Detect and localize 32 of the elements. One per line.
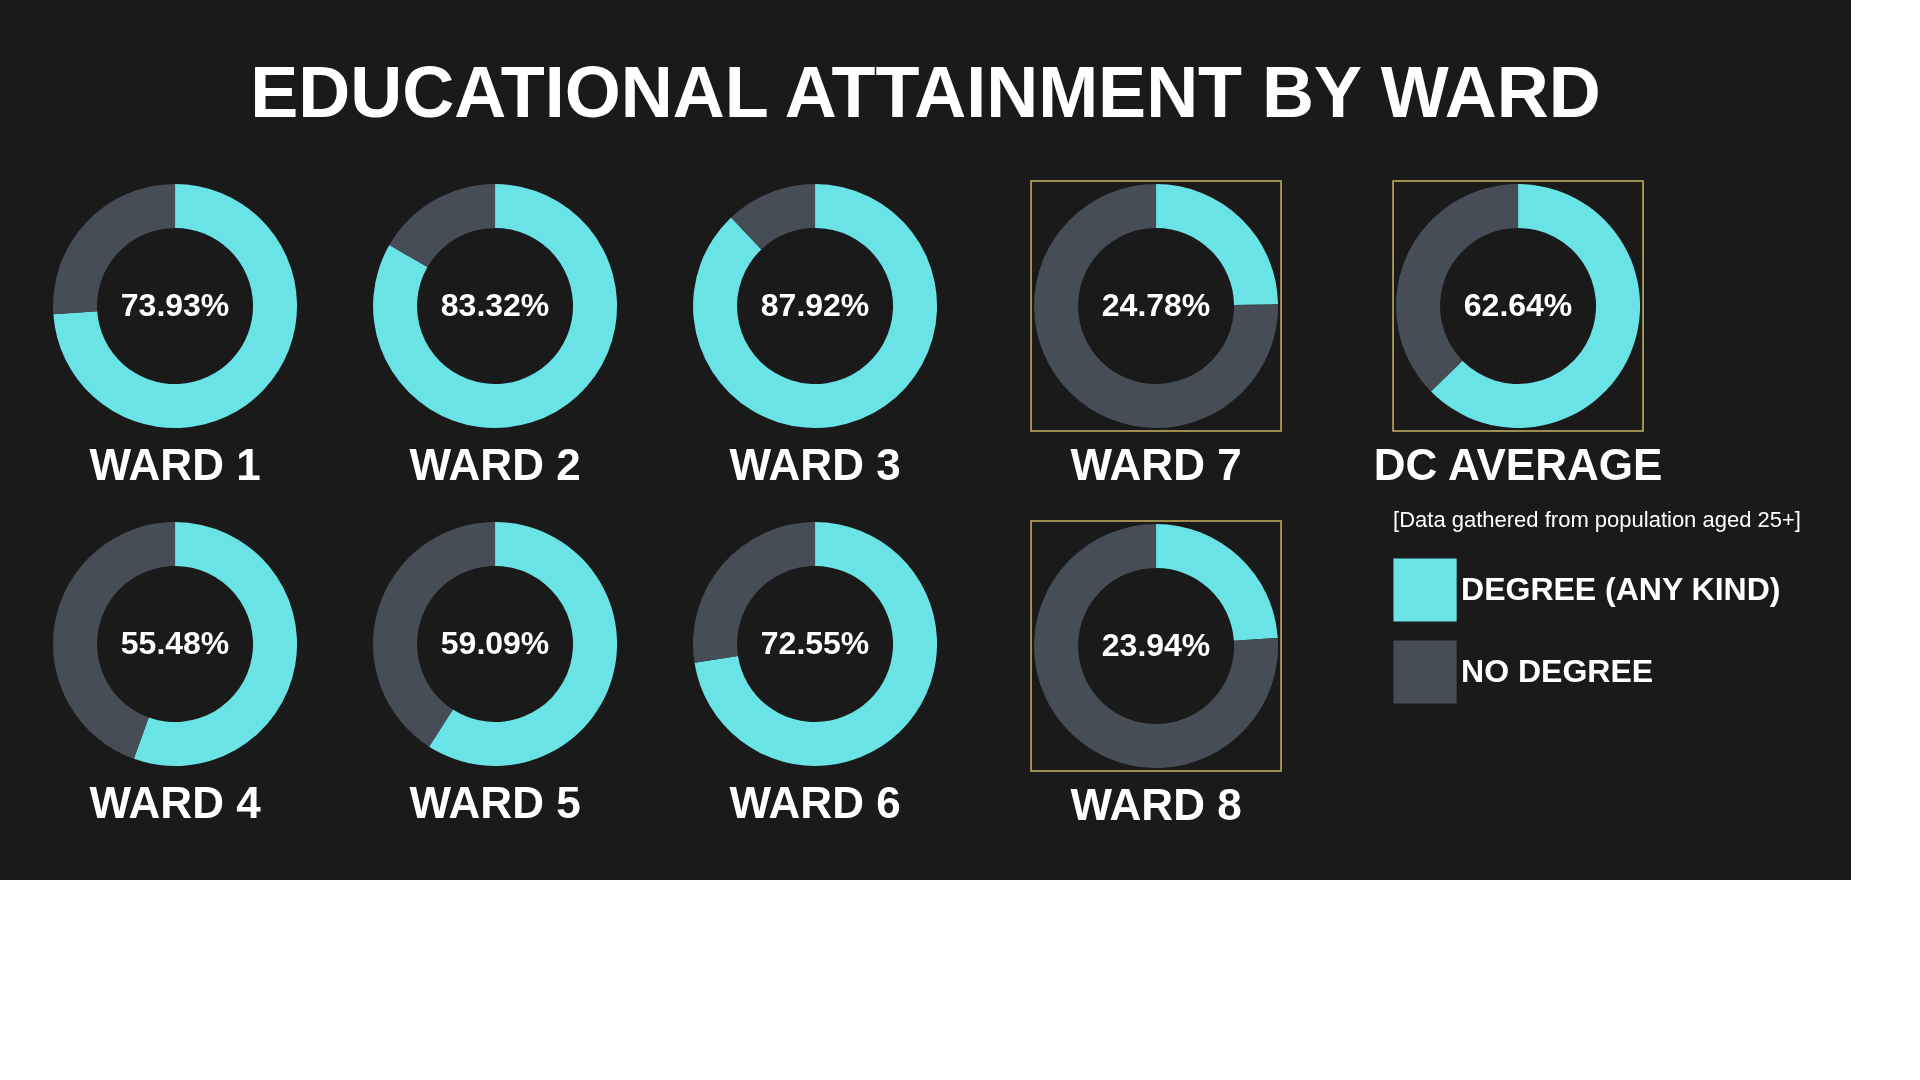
- text: DC AVERAGE: [1373, 440, 1663, 489]
- donut-slice: [1431, 184, 1640, 428]
- text: WARD 4: [89, 778, 262, 827]
- text: WARD 6: [729, 778, 901, 827]
- legend-label: NO DEGREE: [1461, 653, 1654, 689]
- data-label: 73.93%: [120, 287, 230, 323]
- donut-slice: [53, 184, 298, 428]
- text: WARD 2: [409, 440, 581, 489]
- data-label: 62.64%: [1463, 287, 1573, 323]
- text: WARD 5: [409, 778, 581, 827]
- donut-slice: [389, 184, 496, 268]
- data-label: 83.32%: [440, 287, 550, 323]
- text: WARD 1: [89, 440, 261, 489]
- donut-slice: [731, 184, 816, 250]
- data-label: 55.48%: [120, 625, 230, 661]
- donut-slice: [1034, 524, 1278, 768]
- text: WARD 8: [1070, 780, 1242, 829]
- text: WARD 7: [1070, 440, 1242, 489]
- donut-slice: [694, 522, 937, 766]
- data-label: 23.94%: [1101, 627, 1211, 663]
- data-label: 24.78%: [1101, 287, 1211, 323]
- text: EDUCATIONAL ATTAINMENT BY WARD: [250, 52, 1601, 132]
- donut-slice: [429, 522, 617, 766]
- donut-slice: [693, 184, 937, 428]
- data-label: 59.09%: [440, 625, 550, 661]
- donut-slice: [1034, 184, 1279, 428]
- data-label: 72.55%: [760, 625, 870, 661]
- legend-label: DEGREE (ANY KIND): [1461, 571, 1781, 607]
- donut-slice: [373, 184, 617, 428]
- text: WARD 3: [729, 440, 901, 489]
- data-label: 87.92%: [760, 287, 870, 323]
- text: [Data gathered from population aged 25+]: [1393, 507, 1801, 532]
